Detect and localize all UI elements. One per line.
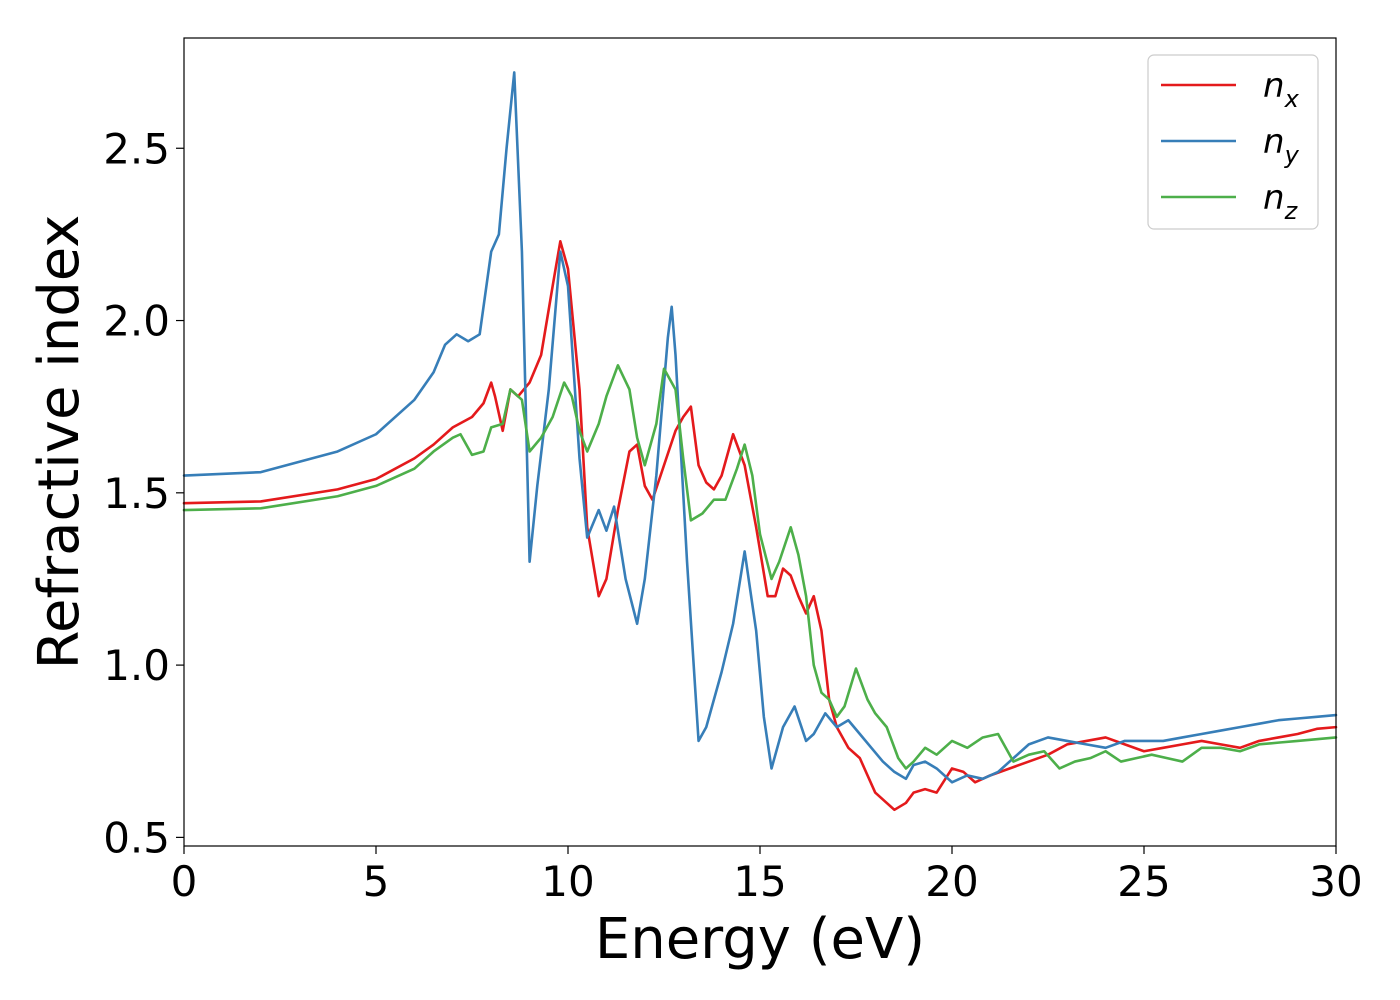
legend-label-n-z: nz [1263, 178, 1299, 225]
x-tick-label: 30 [1309, 857, 1362, 906]
y-tick-label: 0.5 [103, 813, 170, 862]
series-line-n-y [182, 71, 1338, 784]
legend-label-n-y: ny [1263, 122, 1300, 169]
x-axis-title: Energy (eV) [595, 907, 925, 972]
y-tick-label: 2.0 [103, 297, 170, 346]
x-tick-label: 20 [925, 857, 978, 906]
x-tick-label: 0 [171, 857, 198, 906]
series-lines [182, 71, 1338, 812]
y-axis-title: Refractive index [27, 215, 92, 670]
axis-ticks: 0 5 10 15 20 25 30 0.5 1.0 1.5 2.0 2.5 [103, 124, 1363, 906]
x-tick-label: 5 [363, 857, 390, 906]
series-line-n-z [182, 364, 1338, 770]
legend-label-n-x: nx [1263, 66, 1300, 113]
y-tick-label: 2.5 [103, 124, 170, 173]
legend: nx ny nz [1147, 54, 1319, 230]
x-tick-label: 15 [733, 857, 786, 906]
x-tick-label: 10 [541, 857, 594, 906]
y-tick-label: 1.0 [103, 641, 170, 690]
y-tick-label: 1.5 [103, 469, 170, 518]
x-tick-label: 25 [1117, 857, 1170, 906]
